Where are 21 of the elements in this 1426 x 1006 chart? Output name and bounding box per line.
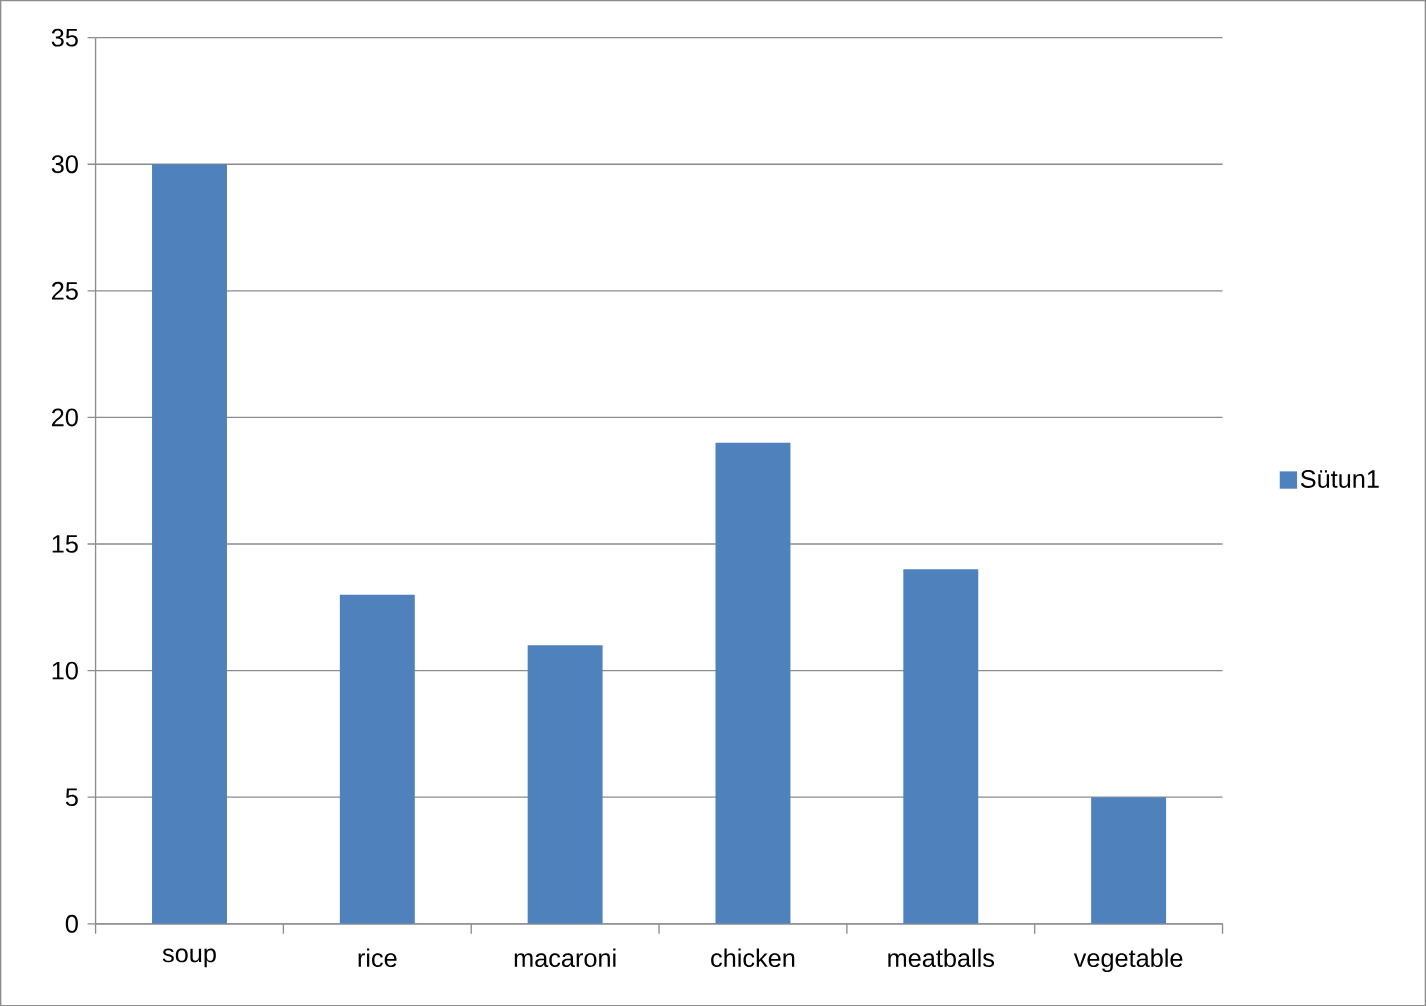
x-tick-label: chicken — [711, 948, 795, 967]
y-tick-label: 35 — [51, 28, 78, 47]
bar — [152, 164, 227, 924]
x-tick-label: macaroni — [514, 948, 616, 967]
y-tick-label: 20 — [52, 408, 78, 427]
legend-label: Sütun1 — [1300, 469, 1379, 488]
bar — [339, 594, 415, 924]
bar — [903, 569, 979, 924]
x-tick-label: vegetable — [1073, 948, 1183, 972]
bar — [1091, 797, 1167, 924]
y-tick-label: 0 — [65, 914, 78, 933]
y-tick-label: 5 — [65, 788, 78, 806]
y-tick-label: 15 — [52, 535, 78, 553]
y-tick-label: 25 — [52, 281, 78, 300]
x-tick-label: soup — [162, 948, 216, 968]
x-tick-label: meatballs — [888, 948, 995, 967]
y-tick-label: 10 — [52, 661, 78, 680]
x-tick-label: rice — [358, 948, 397, 967]
bar — [715, 442, 791, 924]
bar — [527, 645, 603, 924]
y-tick-label: 30 — [51, 155, 78, 173]
